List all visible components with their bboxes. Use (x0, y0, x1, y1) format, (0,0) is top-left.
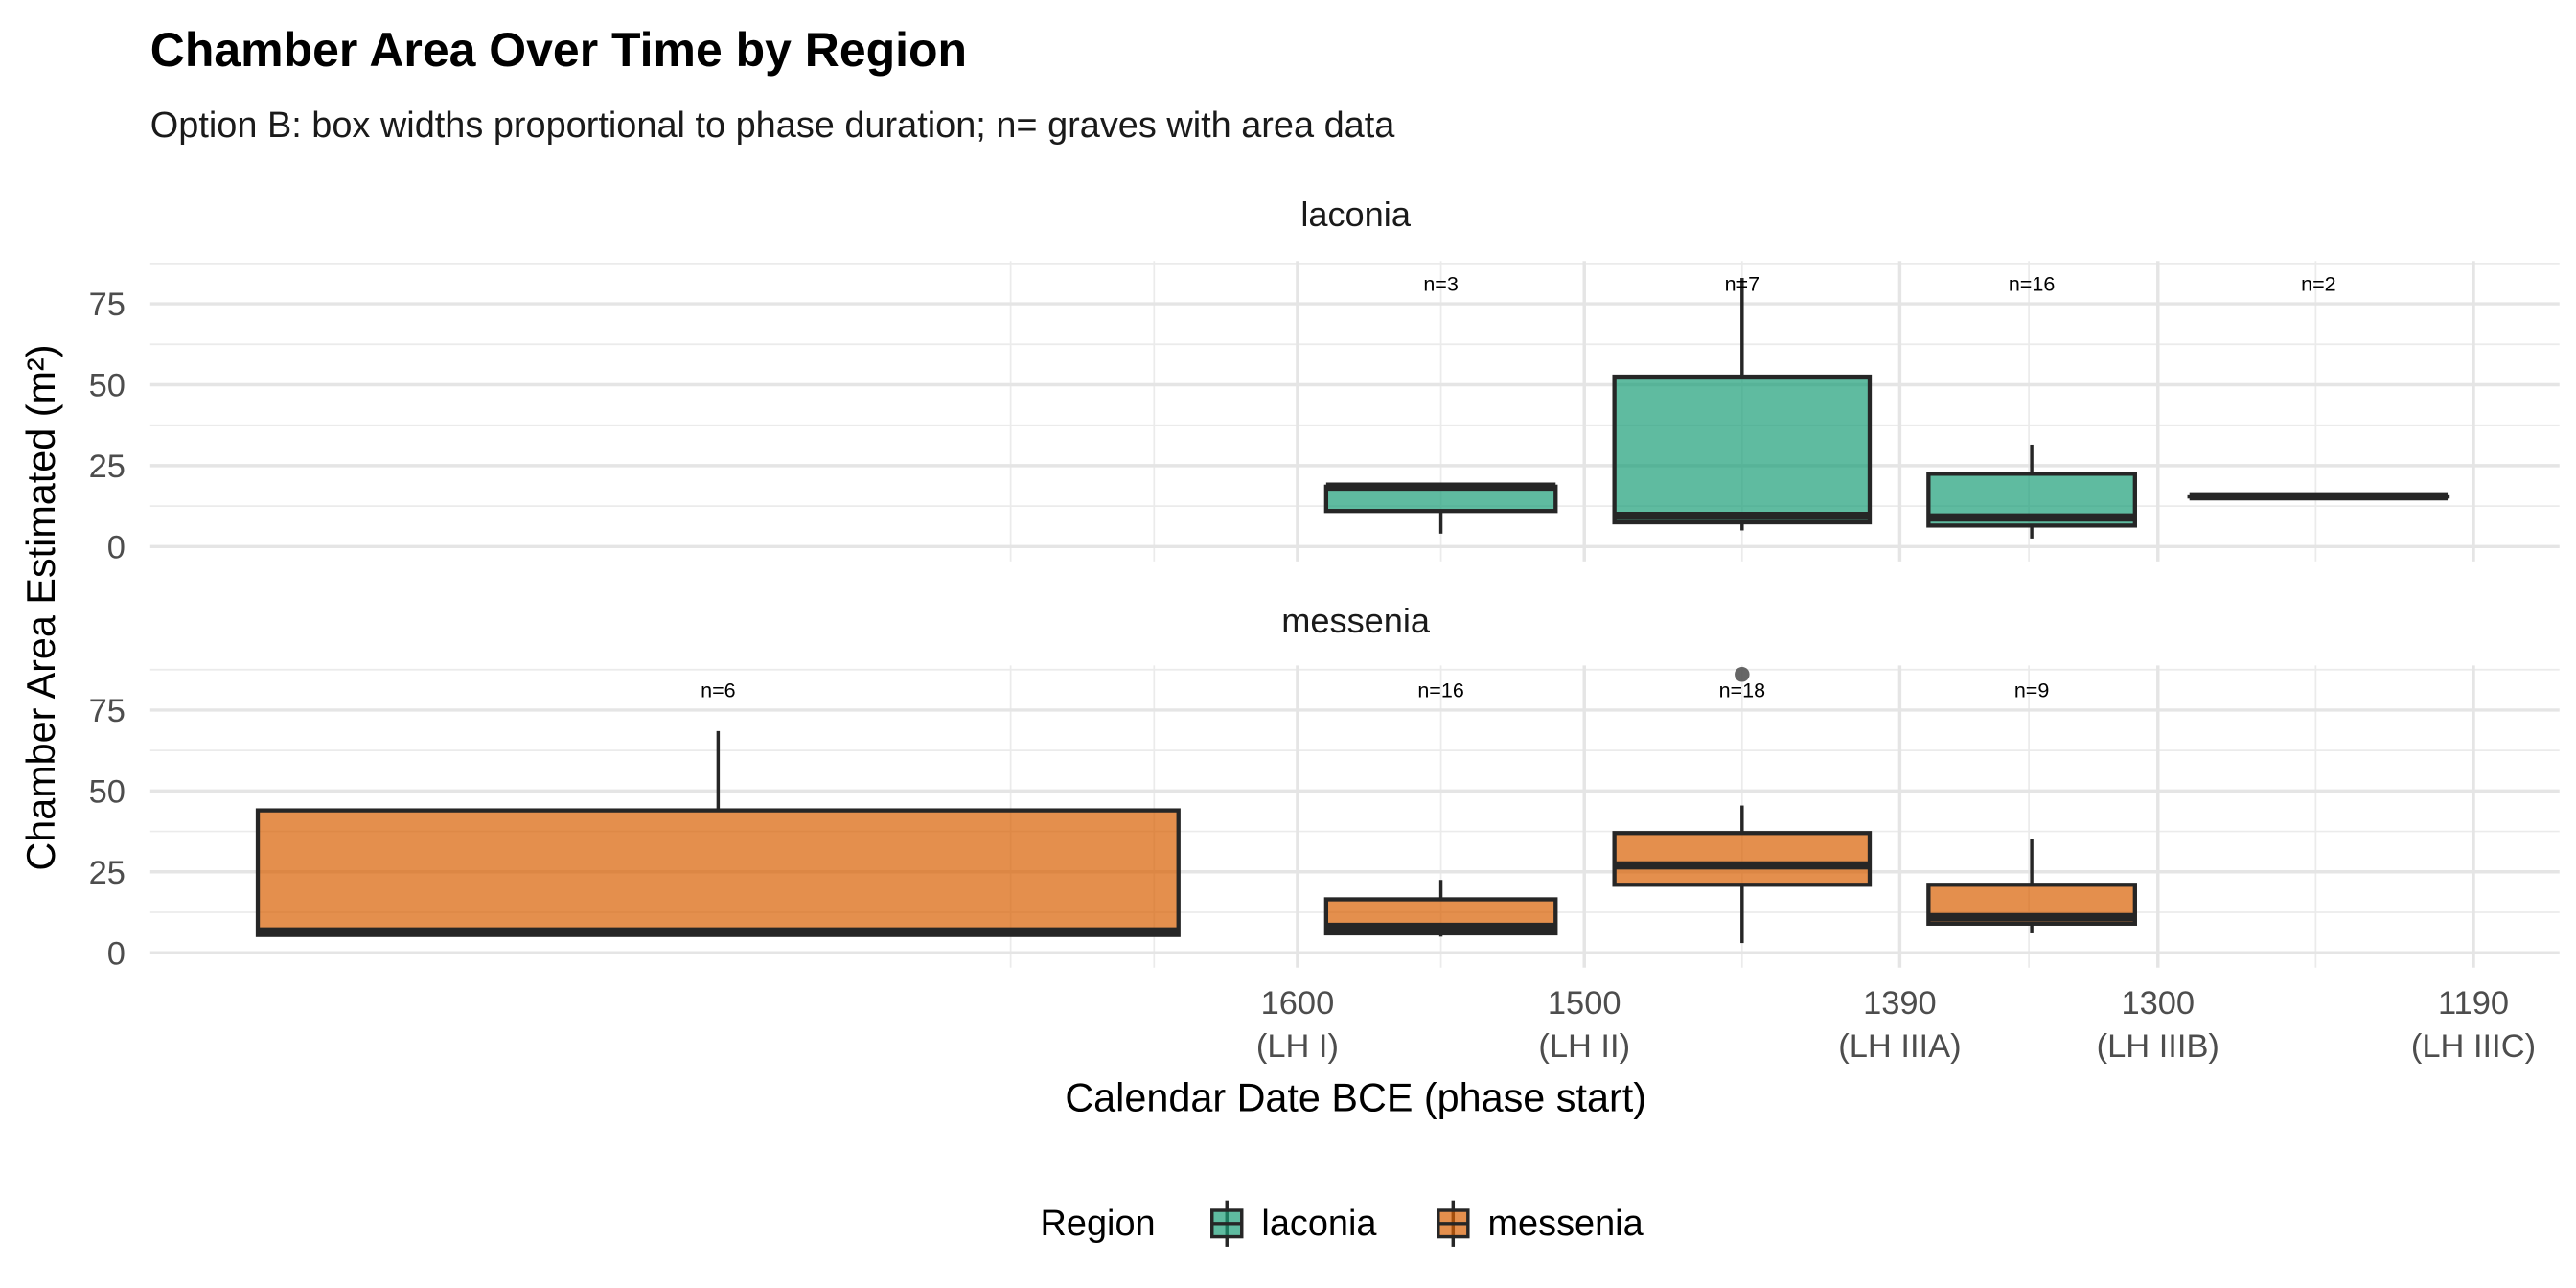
y-tick-label: 0 (107, 529, 126, 565)
y-tick-label: 25 (89, 448, 126, 485)
x-tick-phase-label: (LH I) (1256, 1028, 1339, 1065)
n-label: n=9 (2014, 679, 2049, 702)
strip-label: messenia (1281, 601, 1431, 640)
x-tick-phase-label: (LH IIIC) (2411, 1028, 2536, 1065)
y-tick-label: 0 (107, 935, 126, 972)
n-label: n=2 (2301, 273, 2335, 296)
box-iqr (1612, 831, 1873, 887)
x-tick-phase-label: (LH IIIA) (1838, 1028, 1961, 1065)
n-label: n=3 (1423, 273, 1459, 296)
box-iqr (255, 808, 1181, 937)
n-label: n=6 (701, 679, 736, 702)
y-tick-label: 50 (89, 368, 126, 404)
strip-label: laconia (1300, 195, 1412, 234)
x-tick-phase-label: (LH IIIB) (2097, 1028, 2220, 1065)
y-axis-title: Chamber Area Estimated (m²) (19, 345, 63, 871)
box-laconia: n=3 (1323, 273, 1558, 534)
x-axis-title: Calendar Date BCE (phase start) (1065, 1076, 1646, 1120)
box-messenia: n=16 (1323, 679, 1558, 937)
legend-key-laconia: laconia (1210, 1200, 1377, 1247)
box-messenia: n=6 (255, 679, 1181, 937)
x-tick-label: 1300 (2121, 985, 2195, 1022)
outlier-point (1735, 667, 1750, 682)
y-tick-label: 75 (89, 693, 126, 729)
box-laconia: n=7 (1612, 273, 1873, 531)
y-tick-label: 25 (89, 855, 126, 891)
x-tick-label: 1390 (1863, 985, 1937, 1022)
legend: Region laconia messenia (1041, 1200, 1644, 1247)
y-tick-label: 75 (89, 287, 126, 323)
y-tick-label: 50 (89, 773, 126, 810)
x-tick-label: 1500 (1548, 985, 1622, 1022)
box-messenia: n=18 (1612, 667, 1873, 944)
n-label: n=16 (2009, 273, 2055, 296)
x-tick-label: 1190 (2438, 985, 2509, 1022)
box-laconia: n=16 (1926, 273, 2137, 539)
box-laconia: n=2 (2187, 273, 2450, 501)
chart-subtitle: Option B: box widths proportional to pha… (150, 105, 1395, 146)
box-messenia: n=9 (1926, 679, 2137, 933)
legend-label: messenia (1487, 1204, 1644, 1244)
x-tick-phase-label: (LH II) (1538, 1028, 1630, 1065)
x-tick-label: 1600 (1261, 985, 1335, 1022)
n-label: n=16 (1417, 679, 1463, 702)
legend-label: laconia (1261, 1204, 1377, 1244)
x-axis: 1600 (LH I) 1500 (LH II) 1390 (LH IIIA) 1300 (L… (1256, 985, 2536, 1065)
panels: laconia 0 25 50 75 n=3 n=7 n=16 n=2 messenia 0 25 50… (89, 195, 2560, 972)
legend-title: Region (1041, 1204, 1156, 1244)
chart-title: Chamber Area Over Time by Region (150, 23, 967, 77)
n-label: n=18 (1719, 679, 1765, 702)
panel-messenia: messenia 0 25 50 75 n=6 n=16 n=18 n=9 (89, 601, 2560, 972)
n-label: n=7 (1725, 273, 1760, 296)
box-iqr (1612, 374, 1873, 525)
legend-key-messenia: messenia (1437, 1200, 1644, 1247)
panel-laconia: laconia 0 25 50 75 n=3 n=7 n=16 n=2 (89, 195, 2560, 565)
